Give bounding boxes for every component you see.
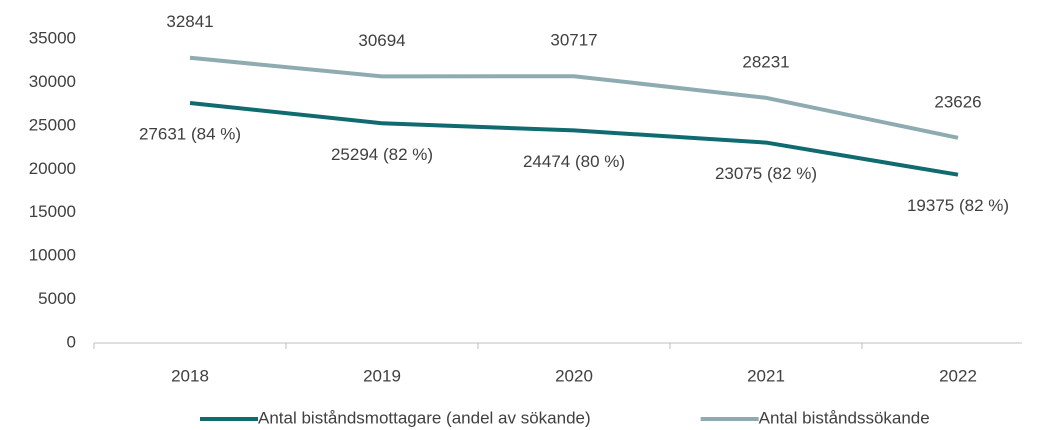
y-tick-label: 25000 [29, 115, 76, 134]
x-tick-label: 2021 [747, 366, 785, 385]
legend-label: Antal biståndssökande [759, 408, 930, 427]
data-label: 28231 [742, 52, 789, 71]
data-label: 30694 [358, 31, 405, 50]
data-label: 23075 (82 %) [715, 164, 817, 183]
y-tick-label: 35000 [29, 28, 76, 47]
x-tick-label: 2020 [555, 366, 593, 385]
data-label: 24474 (80 %) [523, 152, 625, 171]
y-tick-label: 10000 [29, 246, 76, 265]
y-tick-label: 5000 [38, 289, 76, 308]
data-label: 25294 (82 %) [331, 145, 433, 164]
series-line [189, 101, 959, 177]
legend-label: Antal biståndsmottagare (andel av sökand… [258, 408, 591, 427]
data-label: 27631 (84 %) [139, 124, 241, 143]
y-tick-label: 15000 [29, 202, 76, 221]
data-label: 23626 [934, 92, 981, 111]
y-tick-label: 20000 [29, 159, 76, 178]
data-label: 30717 [550, 31, 597, 50]
y-tick-label: 0 [67, 332, 76, 351]
x-tick-label: 2019 [363, 366, 401, 385]
x-tick-label: 2018 [171, 366, 209, 385]
y-tick-label: 30000 [29, 72, 76, 91]
x-tick-label: 2022 [939, 366, 977, 385]
data-label: 19375 (82 %) [907, 196, 1009, 215]
series-line [189, 55, 959, 140]
data-label: 32841 [166, 12, 213, 31]
